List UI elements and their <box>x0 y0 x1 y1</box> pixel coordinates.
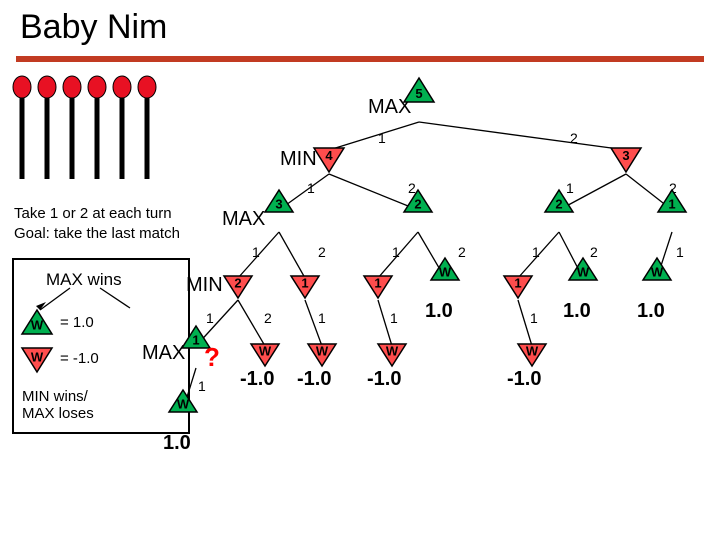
svg-text:3: 3 <box>275 197 282 212</box>
tree-node: W <box>641 256 673 282</box>
leaf-value: 1.0 <box>563 300 591 323</box>
leaf-value: -1.0 <box>367 368 401 391</box>
tree-node: W <box>567 256 599 282</box>
svg-text:4: 4 <box>325 148 333 163</box>
tree-node: W <box>516 342 548 368</box>
svg-text:5: 5 <box>415 86 422 101</box>
edge-label: 2 <box>318 244 326 260</box>
svg-text:W: W <box>316 343 329 358</box>
leaf-value: 1.0 <box>163 432 191 455</box>
edge-label: 1 <box>252 244 260 260</box>
svg-text:W: W <box>526 343 539 358</box>
edge-label: 1 <box>378 130 386 146</box>
tree-node: W <box>306 342 338 368</box>
edge-label: 1 <box>532 244 540 260</box>
tree-node: 2 <box>402 188 434 214</box>
edge-label: 1 <box>530 310 538 326</box>
tree-node: 3 <box>609 146 643 174</box>
svg-text:W: W <box>651 265 664 280</box>
svg-text:1: 1 <box>192 333 199 348</box>
tree-node: 2 <box>222 274 254 300</box>
tree-node: W <box>249 342 281 368</box>
tree-node: 3 <box>263 188 295 214</box>
svg-text:W: W <box>259 343 272 358</box>
svg-text:2: 2 <box>414 197 421 212</box>
svg-text:1: 1 <box>668 197 675 212</box>
tree-node: 5 <box>402 76 436 104</box>
edge-label: 1 <box>198 378 206 394</box>
edge-label: 2 <box>570 130 578 146</box>
leaf-value: ? <box>204 342 220 373</box>
tree-node: W <box>167 388 199 414</box>
svg-text:2: 2 <box>234 275 241 290</box>
svg-text:3: 3 <box>622 148 629 163</box>
svg-text:1: 1 <box>374 275 381 290</box>
edge-label: 1 <box>307 180 315 196</box>
tree-node: 1 <box>289 274 321 300</box>
leaf-value: 1.0 <box>425 300 453 323</box>
leaf-value: -1.0 <box>507 368 541 391</box>
tree-node: 1 <box>502 274 534 300</box>
svg-text:W: W <box>577 265 590 280</box>
svg-text:2: 2 <box>555 197 562 212</box>
svg-text:W: W <box>177 397 190 412</box>
svg-text:1: 1 <box>514 275 521 290</box>
edge-label: 1 <box>676 244 684 260</box>
tree-node: 2 <box>543 188 575 214</box>
tree-node: W <box>429 256 461 282</box>
tree-lines <box>0 0 720 540</box>
leaf-value: 1.0 <box>637 300 665 323</box>
leaf-value: -1.0 <box>240 368 274 391</box>
svg-text:W: W <box>386 343 399 358</box>
tree-node: 1 <box>656 188 688 214</box>
svg-text:W: W <box>439 265 452 280</box>
edge-label: 1 <box>392 244 400 260</box>
edge-label: 1 <box>318 310 326 326</box>
tree-node: W <box>376 342 408 368</box>
edge-label: 2 <box>264 310 272 326</box>
tree-node: 1 <box>362 274 394 300</box>
svg-text:1: 1 <box>301 275 308 290</box>
tree-node: 4 <box>312 146 346 174</box>
edge-label: 1 <box>390 310 398 326</box>
leaf-value: -1.0 <box>297 368 331 391</box>
